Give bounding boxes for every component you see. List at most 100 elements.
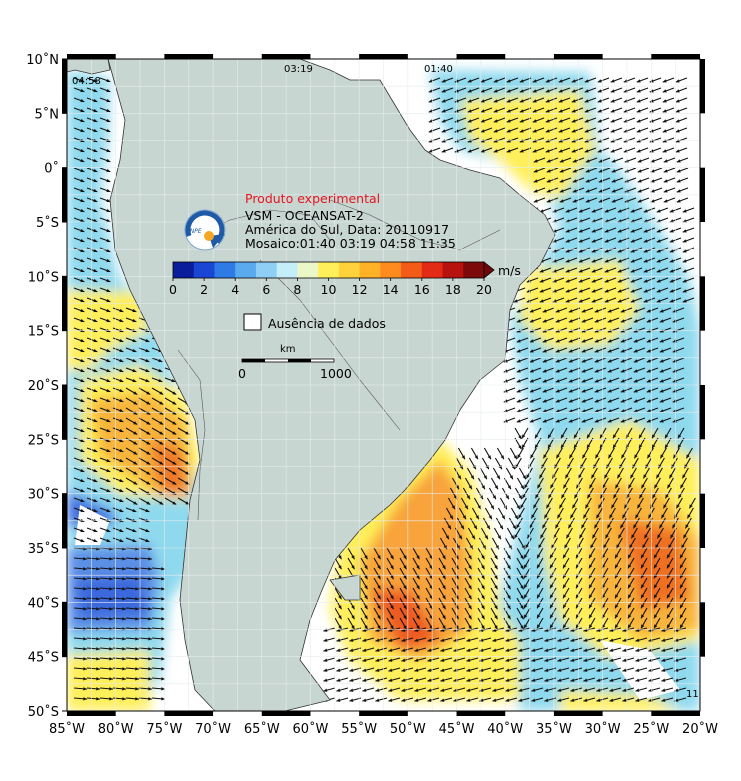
- wind-arrow: [571, 87, 584, 93]
- wind-arrow: [467, 107, 480, 113]
- wind-arrow: [492, 637, 505, 642]
- wind-arrow: [633, 447, 641, 459]
- wind-arrow: [518, 637, 531, 642]
- wind-arrow: [86, 277, 98, 283]
- wind-arrow: [441, 127, 454, 133]
- wind-arrow: [466, 687, 479, 692]
- wind-arrow: [643, 527, 651, 539]
- wind-arrow: [571, 117, 584, 123]
- wind-arrow: [546, 197, 559, 203]
- wind-arrow: [112, 687, 126, 691]
- wind-arrow: [552, 527, 560, 539]
- wind-arrow: [86, 147, 98, 153]
- wind-arrow: [620, 377, 633, 383]
- wind-arrow: [681, 467, 689, 479]
- wind-arrow: [99, 687, 113, 691]
- wind-arrow: [360, 607, 368, 620]
- wind-arrow: [650, 187, 663, 193]
- wind-arrow: [531, 637, 544, 642]
- wind-arrow: [515, 517, 523, 529]
- wind-arrow: [73, 517, 85, 523]
- wind-arrow: [138, 697, 152, 701]
- wind-arrow: [362, 687, 375, 692]
- wind-arrow: [86, 677, 100, 681]
- wind-arrow: [578, 287, 591, 293]
- wind-arrow: [86, 177, 98, 183]
- wind-arrow: [607, 387, 620, 393]
- wind-arrow: [464, 547, 472, 560]
- wind-arrow: [492, 687, 505, 692]
- wind-arrow: [557, 647, 570, 652]
- wind-arrow: [138, 517, 150, 523]
- wind-arrow: [438, 597, 446, 610]
- wind-arrow: [112, 397, 124, 403]
- wind-arrow: [565, 237, 578, 243]
- wind-arrow: [529, 447, 537, 459]
- wind-arrow: [334, 607, 342, 620]
- wind-arrow: [538, 467, 546, 479]
- wind-arrow: [679, 547, 687, 559]
- wind-arrow: [585, 177, 598, 183]
- wind-arrow: [610, 117, 623, 123]
- colorbar-unit: m/s: [498, 263, 521, 278]
- wind-arrow: [73, 637, 87, 641]
- wind-arrow: [594, 307, 607, 313]
- wind-arrow: [545, 77, 558, 83]
- wind-arrow: [567, 517, 575, 529]
- wind-arrow: [637, 167, 650, 173]
- wind-arrow: [86, 537, 98, 543]
- wind-arrow: [99, 307, 111, 313]
- wind-arrow: [596, 677, 609, 682]
- wind-arrow: [438, 577, 446, 590]
- wind-arrow: [532, 107, 545, 113]
- wind-arrow: [570, 657, 583, 662]
- wind-arrow: [570, 637, 583, 642]
- wind-arrow: [575, 607, 583, 619]
- wind-arrow: [375, 697, 388, 702]
- wind-arrow: [637, 177, 650, 183]
- wind-arrow: [601, 477, 609, 489]
- wind-arrow: [599, 427, 607, 439]
- wind-arrow: [492, 657, 505, 662]
- wind-arrow: [99, 527, 111, 533]
- wind-arrow: [86, 87, 98, 93]
- wind-arrow: [425, 597, 433, 610]
- wind-arrow: [73, 287, 85, 293]
- wind-arrow: [591, 227, 604, 233]
- lon-label: 40˚W: [487, 721, 523, 737]
- wind-arrow: [464, 567, 472, 580]
- wind-arrow: [532, 87, 545, 93]
- wind-arrow: [582, 507, 590, 519]
- wind-arrow: [653, 597, 661, 609]
- wind-arrow: [414, 677, 427, 682]
- wind-arrow: [506, 137, 519, 143]
- scale-max: 1000: [320, 366, 352, 381]
- wind-arrow: [73, 307, 85, 313]
- wind-arrow: [679, 617, 687, 629]
- wind-arrow: [578, 267, 591, 273]
- wind-arrow: [571, 127, 584, 133]
- wind-arrow: [427, 677, 440, 682]
- wind-arrow: [581, 307, 594, 313]
- wind-arrow: [86, 117, 98, 123]
- wind-arrow: [99, 597, 113, 601]
- wind-arrow: [560, 427, 568, 439]
- wind-arrow: [675, 127, 688, 133]
- wind-arrow: [125, 507, 137, 513]
- wind-arrow: [662, 147, 675, 153]
- wind-arrow: [427, 687, 440, 692]
- wind-arrow: [651, 427, 659, 439]
- wind-arrow: [99, 377, 111, 383]
- wind-arrow: [362, 677, 375, 682]
- wind-arrow: [164, 397, 177, 405]
- wind-arrow: [529, 357, 542, 363]
- wind-arrow: [73, 617, 87, 621]
- wind-arrow: [529, 347, 542, 353]
- wind-arrow: [570, 677, 583, 682]
- wind-arrow: [151, 387, 164, 395]
- wind-arrow: [164, 377, 176, 383]
- wind-arrow: [555, 407, 568, 413]
- wind-arrow: [664, 487, 672, 499]
- wind-arrow: [73, 497, 85, 503]
- wind-arrow: [635, 647, 648, 652]
